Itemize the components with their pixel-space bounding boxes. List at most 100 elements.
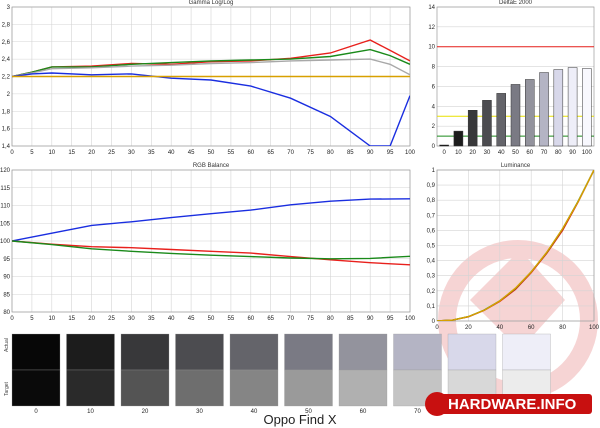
gamma-ytick: 3 xyxy=(7,5,11,11)
rgb-xtick: 90 xyxy=(367,316,374,322)
lum-ytick: 0,4 xyxy=(427,259,436,265)
deltae-xtick: 10 xyxy=(455,150,462,156)
gamma-xtick: 95 xyxy=(387,150,394,156)
gamma-xtick: 35 xyxy=(148,150,155,156)
gamma-ytick: 2,2 xyxy=(2,75,11,81)
swatch-actual xyxy=(502,333,551,371)
gamma-xtick: 10 xyxy=(48,150,55,156)
swatch-label: 10 xyxy=(87,409,94,415)
gamma-xtick: 40 xyxy=(168,150,175,156)
gamma-ytick: 1,8 xyxy=(2,109,11,115)
gamma-xtick: 25 xyxy=(108,150,115,156)
deltae-bar xyxy=(467,110,478,147)
gamma-xtick: 50 xyxy=(208,150,215,156)
rgb-xtick: 75 xyxy=(307,316,314,322)
swatch-target xyxy=(229,369,279,407)
gamma-series-green xyxy=(12,48,410,78)
gamma-xtick: 60 xyxy=(247,150,254,156)
swatch-actual xyxy=(393,333,442,371)
lum-xtick: 100 xyxy=(589,325,600,331)
lum-ytick: 0,1 xyxy=(427,304,436,310)
rgb-series-blue xyxy=(12,198,410,242)
deltae-ytick: 10 xyxy=(428,45,435,51)
deltae-title: DeltaE 2000 xyxy=(499,0,533,6)
gamma-xtick: 70 xyxy=(287,150,294,156)
lum-frame xyxy=(436,169,595,322)
deltae-bar xyxy=(525,79,535,147)
lum-xtick: 80 xyxy=(559,325,566,331)
deltae-chart: DeltaE 2000 0 2 4 6 8 10 12 14 0 10 20 30 40 50 60 70 80 9… xyxy=(428,0,595,156)
gamma-xtick: 75 xyxy=(307,150,314,156)
gamma-ytick: 1,4 xyxy=(2,144,11,150)
luminance-chart: Luminance 0 0,1 0,2 0,3 0,4 0,5 0,6 0,7 0,8 0,9 1 0 2… xyxy=(427,163,600,331)
rgb-xtick: 55 xyxy=(228,316,235,322)
deltae-ytick: 6 xyxy=(432,84,436,90)
rgb-xtick: 100 xyxy=(405,316,416,322)
gamma-xtick: 55 xyxy=(228,150,235,156)
deltae-bar xyxy=(482,100,492,147)
rgb-series-red xyxy=(12,240,410,266)
gamma-xtick: 45 xyxy=(188,150,195,156)
swatch-target xyxy=(175,369,224,407)
rgb-ytick: 80 xyxy=(3,310,10,316)
swatch-target xyxy=(284,369,333,407)
rgb-xtick: 30 xyxy=(128,316,135,322)
swatch-actual xyxy=(447,333,497,371)
gamma-xtick: 90 xyxy=(367,150,374,156)
gamma-xtick: 0 xyxy=(10,150,14,156)
deltae-ytick: 4 xyxy=(432,104,436,110)
brand-logo-text: HARDWARE.INFO xyxy=(448,396,577,413)
deltae-ytick: 12 xyxy=(428,25,435,31)
brand-logo: HARDWARE.INFO xyxy=(425,392,592,416)
swatch-label: 70 xyxy=(414,409,421,415)
rgb-xtick: 5 xyxy=(30,316,34,322)
lum-xtick: 40 xyxy=(496,325,503,331)
rgb-xtick: 40 xyxy=(168,316,175,322)
deltae-xtick: 90 xyxy=(569,150,576,156)
lum-ytick: 0,3 xyxy=(427,274,436,280)
gamma-xtick: 85 xyxy=(347,150,354,156)
rgb-ytick: 85 xyxy=(3,292,10,298)
lum-ytick: 0,9 xyxy=(427,183,436,189)
rgb-ytick: 120 xyxy=(0,168,11,174)
lum-title: Luminance xyxy=(501,163,531,169)
rgb-ytick: 115 xyxy=(0,186,10,192)
deltae-bar xyxy=(496,93,506,147)
deltae-xtick: 20 xyxy=(469,150,476,156)
swatch-label: 0 xyxy=(34,409,38,415)
gamma-xtick: 100 xyxy=(405,150,416,156)
swatch-actual xyxy=(175,333,224,371)
device-name: Oppo Find X xyxy=(263,412,337,427)
lum-ytick: 1 xyxy=(432,168,436,174)
rgb-xtick: 20 xyxy=(88,316,95,322)
rgb-ytick: 105 xyxy=(0,221,11,227)
gamma-ytick: 2,8 xyxy=(2,22,11,28)
rgb-xtick: 95 xyxy=(387,316,394,322)
deltae-bar xyxy=(510,84,521,147)
swatch-actual xyxy=(229,333,279,371)
gamma-ytick: 2 xyxy=(7,92,11,98)
lum-ytick: 0,5 xyxy=(427,244,436,250)
swatch-label: 30 xyxy=(196,409,203,415)
rgb-ytick: 100 xyxy=(0,239,11,245)
swatch-actual xyxy=(66,333,115,371)
gamma-xtick: 80 xyxy=(327,150,334,156)
deltae-xtick: 30 xyxy=(484,150,491,156)
deltae-ytick: 2 xyxy=(432,124,436,130)
rgb-xtick: 85 xyxy=(347,316,354,322)
deltae-bar xyxy=(567,67,578,147)
rgb-xtick: 25 xyxy=(108,316,115,322)
gamma-xtick: 5 xyxy=(30,150,34,156)
deltae-bar xyxy=(453,130,464,147)
deltae-xtick: 0 xyxy=(442,150,446,156)
deltae-bar xyxy=(439,144,449,147)
rgb-xtick: 80 xyxy=(327,316,334,322)
gamma-series-grey xyxy=(12,58,410,78)
deltae-xtick: 40 xyxy=(498,150,505,156)
deltae-ytick: 14 xyxy=(428,5,435,11)
target-row-label: Target xyxy=(4,381,10,396)
rgb-xtick: 45 xyxy=(188,316,195,322)
deltae-xtick: 60 xyxy=(526,150,533,156)
